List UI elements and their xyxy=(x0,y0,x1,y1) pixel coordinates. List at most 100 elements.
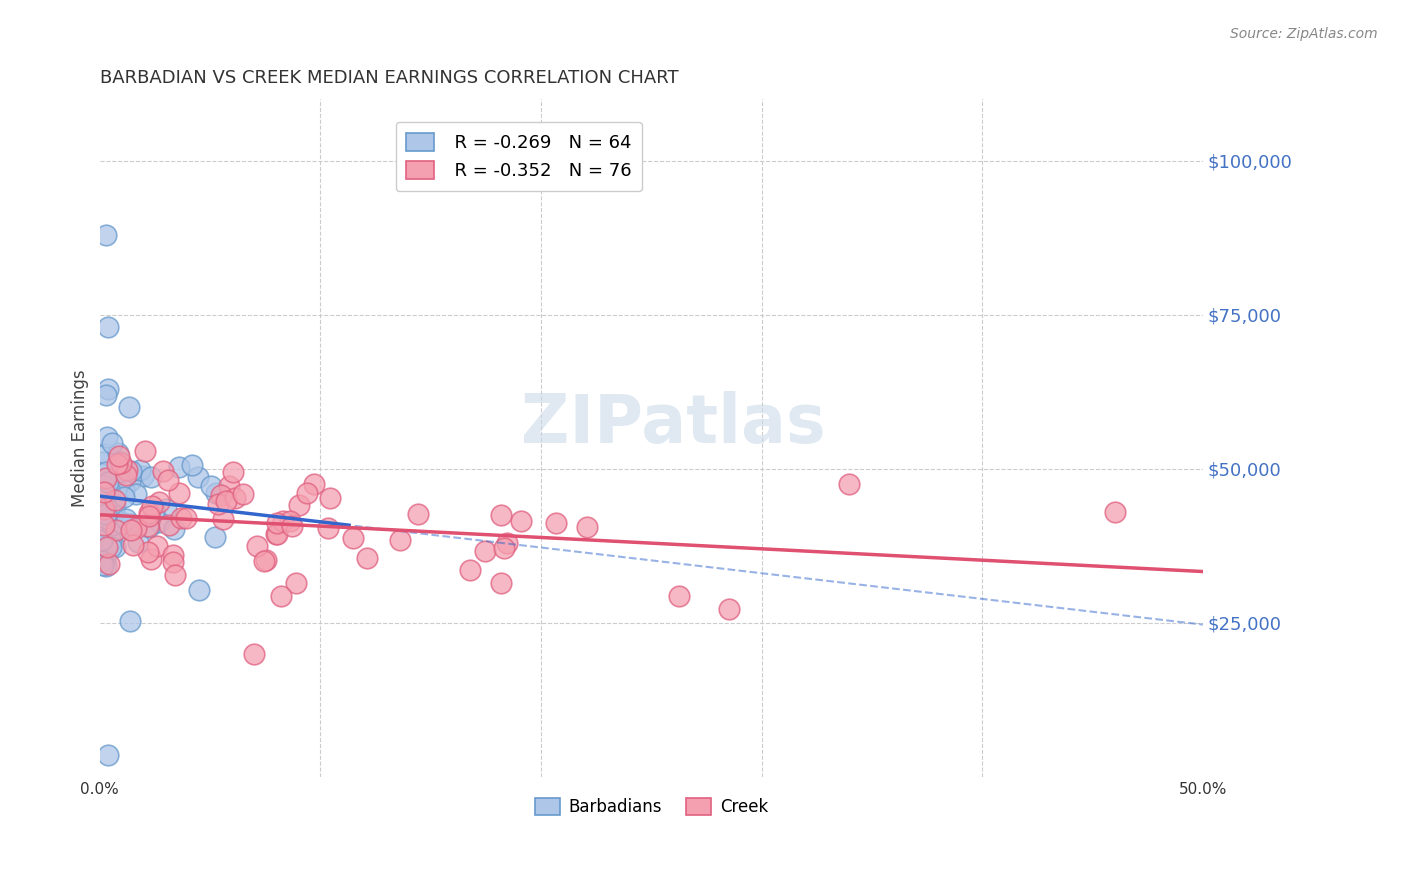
Point xyxy=(489,575,512,590)
Point xyxy=(118,401,141,415)
Point xyxy=(94,552,117,566)
Point xyxy=(232,486,254,500)
Point xyxy=(169,485,191,500)
Point xyxy=(120,524,142,538)
Point xyxy=(285,576,308,591)
Y-axis label: Median Earnings: Median Earnings xyxy=(72,369,89,507)
Point xyxy=(188,583,211,598)
Point xyxy=(215,494,238,508)
Legend: Barbadians, Creek: Barbadians, Creek xyxy=(527,791,775,822)
Point xyxy=(96,465,118,479)
Point xyxy=(136,518,159,533)
Point xyxy=(108,455,131,469)
Point xyxy=(266,526,288,541)
Point xyxy=(146,539,169,553)
Point xyxy=(281,519,304,533)
Point xyxy=(96,227,118,242)
Point xyxy=(90,533,112,547)
Point xyxy=(243,647,266,661)
Point xyxy=(388,533,411,548)
Point xyxy=(96,447,118,461)
Point xyxy=(492,541,515,556)
Point xyxy=(93,502,115,516)
Point xyxy=(97,320,120,334)
Point xyxy=(546,516,568,530)
Point xyxy=(143,504,166,518)
Point xyxy=(838,477,860,491)
Point xyxy=(100,518,122,533)
Point xyxy=(181,458,204,473)
Point xyxy=(96,388,118,402)
Point xyxy=(139,551,162,566)
Point xyxy=(100,540,122,554)
Text: Source: ZipAtlas.com: Source: ZipAtlas.com xyxy=(1230,27,1378,41)
Point xyxy=(356,550,378,565)
Point xyxy=(218,479,240,493)
Point xyxy=(136,545,159,559)
Point xyxy=(104,540,127,554)
Point xyxy=(270,589,292,603)
Point xyxy=(169,511,191,525)
Point xyxy=(246,539,269,553)
Point xyxy=(93,479,115,493)
Point xyxy=(97,475,120,489)
Point xyxy=(93,481,115,495)
Point xyxy=(271,514,294,528)
Point xyxy=(104,493,127,508)
Point xyxy=(120,516,142,531)
Point xyxy=(207,497,229,511)
Point xyxy=(162,548,184,562)
Point xyxy=(132,469,155,483)
Point xyxy=(278,514,301,528)
Point xyxy=(125,521,148,535)
Point xyxy=(96,430,118,444)
Point xyxy=(94,497,117,511)
Point xyxy=(575,520,598,534)
Point xyxy=(288,498,311,512)
Point xyxy=(90,471,112,485)
Point xyxy=(111,516,134,530)
Point xyxy=(138,509,160,524)
Point xyxy=(105,524,128,538)
Point xyxy=(302,477,325,491)
Point xyxy=(141,499,163,513)
Point xyxy=(96,559,118,574)
Point xyxy=(96,540,118,554)
Point xyxy=(117,463,139,477)
Point xyxy=(96,507,118,521)
Point xyxy=(212,511,235,525)
Point xyxy=(112,516,135,530)
Point xyxy=(94,532,117,546)
Point xyxy=(115,512,138,526)
Point xyxy=(495,536,517,550)
Point xyxy=(152,464,174,478)
Point xyxy=(156,473,179,487)
Point xyxy=(1104,505,1126,519)
Text: ZIPatlas: ZIPatlas xyxy=(522,392,825,458)
Point xyxy=(120,475,142,489)
Point xyxy=(114,468,136,483)
Point xyxy=(295,486,318,500)
Point xyxy=(162,555,184,569)
Point xyxy=(98,483,121,498)
Point xyxy=(157,517,180,532)
Point xyxy=(204,529,226,543)
Point xyxy=(167,460,190,475)
Point xyxy=(93,502,115,516)
Point xyxy=(100,503,122,517)
Point xyxy=(97,382,120,396)
Point xyxy=(264,527,287,541)
Point xyxy=(138,519,160,533)
Point xyxy=(148,515,170,529)
Point xyxy=(112,491,135,505)
Point xyxy=(174,511,197,525)
Point xyxy=(134,444,156,458)
Point xyxy=(163,522,186,536)
Text: BARBADIAN VS CREEK MEDIAN EARNINGS CORRELATION CHART: BARBADIAN VS CREEK MEDIAN EARNINGS CORRE… xyxy=(100,69,678,87)
Point xyxy=(101,436,124,450)
Point xyxy=(93,485,115,500)
Point xyxy=(98,557,121,571)
Point xyxy=(139,469,162,483)
Point xyxy=(90,554,112,568)
Point xyxy=(96,521,118,535)
